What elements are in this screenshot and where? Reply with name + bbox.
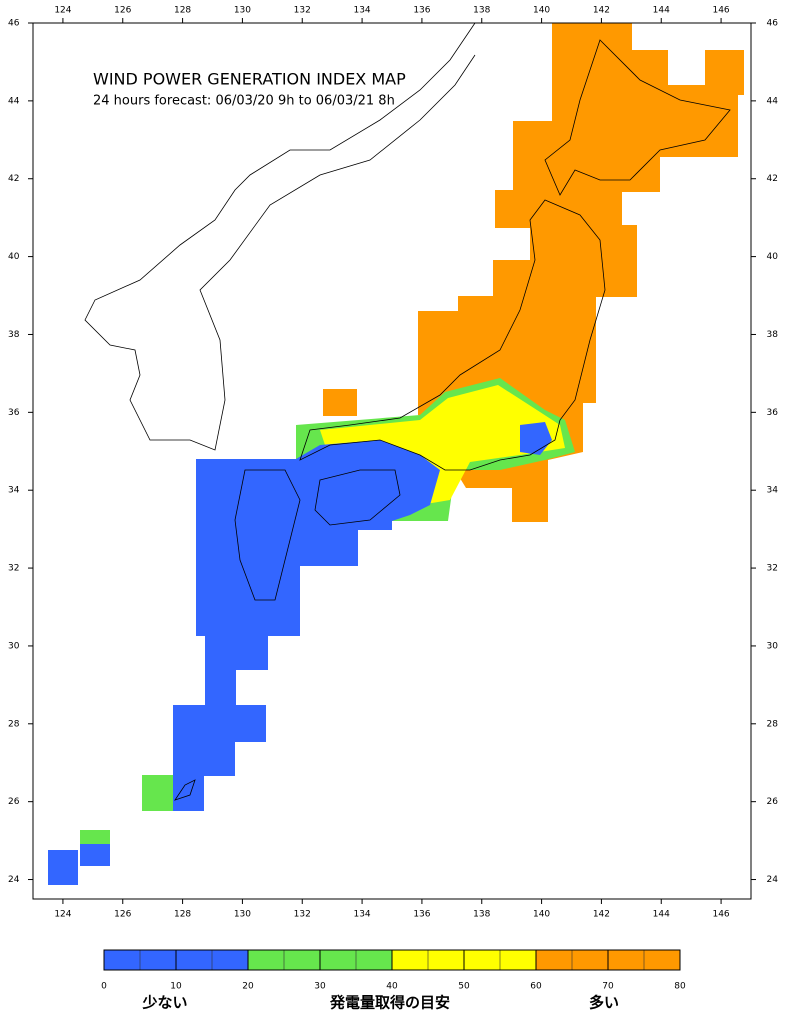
x-tick-label: 130 [234, 910, 251, 920]
y-tick-label: 28 [8, 719, 20, 729]
colorbar-tick-label: 0 [101, 982, 107, 992]
y-tick-label: 28 [767, 719, 779, 729]
colorbar-tick-label: 50 [458, 982, 470, 992]
x-tick-label: 132 [294, 6, 311, 16]
x-tick-label: 142 [593, 910, 610, 920]
y-tick-label: 40 [767, 252, 779, 262]
map-fill [48, 23, 744, 885]
colorbar-tick-label: 40 [386, 982, 398, 992]
x-tick-label: 126 [114, 6, 131, 16]
x-tick-label: 134 [353, 910, 370, 920]
x-tick-label: 140 [533, 910, 550, 920]
x-tick-label: 138 [473, 910, 490, 920]
x-tick-label: 126 [114, 910, 131, 920]
y-tick-label: 38 [8, 330, 20, 340]
coast-okinawa [174, 779, 196, 801]
y-tick-label: 34 [767, 486, 779, 496]
x-tick-label: 132 [294, 910, 311, 920]
y-tick-label: 46 [767, 19, 779, 29]
x-tick-label: 124 [54, 910, 71, 920]
y-tick-label: 46 [8, 19, 20, 29]
coast-honshu [299, 199, 606, 471]
colorbar-tick-label: 30 [314, 982, 326, 992]
y-tick-label: 26 [767, 797, 779, 807]
y-tick-label: 44 [8, 96, 20, 106]
x-tick-label: 130 [234, 6, 251, 16]
y-tick-label: 24 [767, 875, 779, 885]
colorbar-tick-label: 80 [674, 982, 686, 992]
y-tick-label: 32 [767, 564, 778, 574]
x-tick-label: 146 [712, 910, 729, 920]
low-index-region [48, 850, 78, 885]
high-index-region [323, 389, 357, 416]
y-tick-label: 34 [8, 486, 20, 496]
mid-high-region [320, 385, 565, 505]
colorbar-tick-label: 70 [602, 982, 614, 992]
x-tick-label: 124 [54, 6, 71, 16]
y-tick-label: 24 [8, 875, 20, 885]
colorbar-caption: 発電量取得の目安 [329, 994, 450, 1012]
y-tick-label: 38 [767, 330, 779, 340]
y-tick-label: 40 [8, 252, 20, 262]
y-tick-label: 36 [8, 408, 20, 418]
map-title: WIND POWER GENERATION INDEX MAP [93, 70, 406, 89]
colorbar-caption: 少ない [141, 994, 187, 1012]
x-tick-label: 128 [174, 910, 191, 920]
y-tick-label: 32 [8, 564, 19, 574]
map-subtitle: 24 hours forecast: 06/03/20 9h to 06/03/… [93, 94, 395, 109]
x-tick-label: 144 [653, 910, 670, 920]
x-tick-label: 138 [473, 6, 490, 16]
y-tick-label: 30 [8, 641, 20, 651]
y-tick-label: 42 [767, 174, 778, 184]
mid-index-region [142, 775, 173, 811]
y-tick-label: 26 [8, 797, 20, 807]
y-tick-label: 30 [767, 641, 779, 651]
x-tick-label: 134 [353, 6, 370, 16]
x-tick-label: 140 [533, 6, 550, 16]
low-index-region [173, 440, 440, 811]
colorbar-tick-label: 10 [170, 982, 182, 992]
colorbar-tick-label: 60 [530, 982, 542, 992]
coast-korea-china [84, 22, 476, 451]
coastline [84, 22, 731, 801]
axes: 124 124 126 126 128 128 130 130 132 132 134 134 136 1… [8, 6, 778, 920]
colorbar-tick-label: 20 [242, 982, 254, 992]
x-tick-label: 144 [653, 6, 670, 16]
y-tick-label: 36 [767, 408, 779, 418]
coast-shikoku [314, 469, 401, 526]
coast-kyushu [234, 469, 301, 601]
mid-index-region [80, 830, 110, 844]
x-tick-label: 142 [593, 6, 610, 16]
map-frame [32, 22, 752, 900]
x-tick-label: 136 [413, 6, 430, 16]
colorbar-caption: 多い [589, 994, 619, 1012]
y-tick-label: 42 [8, 174, 19, 184]
y-tick-label: 44 [767, 96, 779, 106]
x-tick-label: 136 [413, 910, 430, 920]
x-tick-label: 146 [712, 6, 729, 16]
x-tick-label: 128 [174, 6, 191, 16]
colorbar: 0 10 20 30 40 50 60 70 80 少ない 発電量取得の目安 多い [101, 949, 686, 1012]
coast-hokkaido [544, 39, 731, 196]
